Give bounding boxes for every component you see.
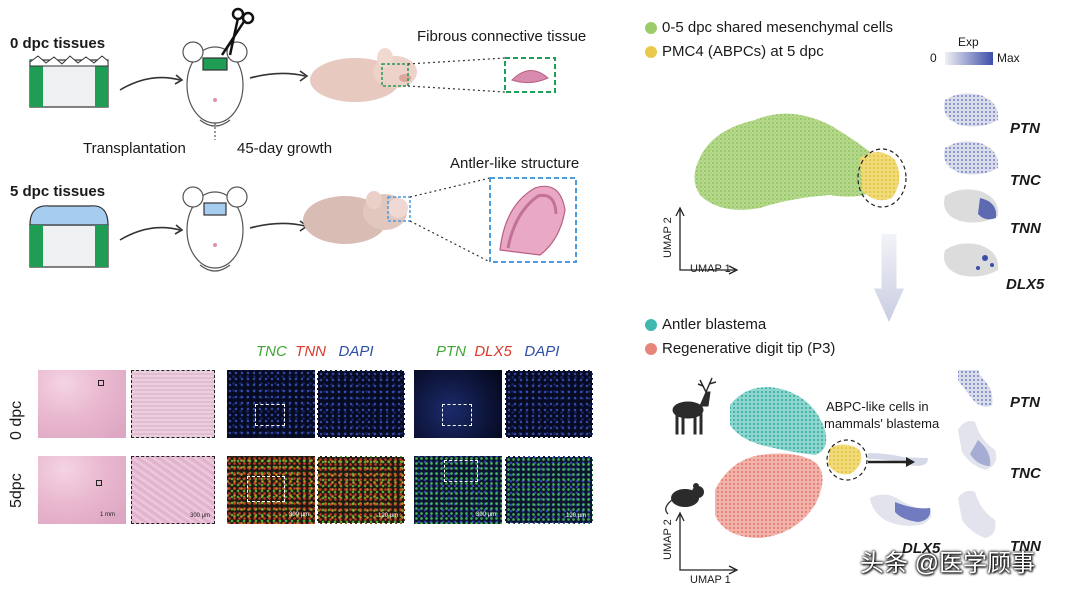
deer-icon [672,377,717,435]
he-zoom-0dpc [131,370,215,438]
umap-top-y-label: UMAP 2 [662,217,674,258]
zoom-lines [407,57,506,263]
tissue-block-5dpc [29,205,109,268]
legend-antler-blastema: Antler blastema [662,316,767,333]
scalebar-if2: 300 μm [476,512,497,518]
umap-green-cluster [694,113,879,210]
stain-dlx5: DLX5 [474,343,512,360]
umap-bottom-y-label: UMAP 2 [662,519,674,560]
stain-ptn: PTN [436,343,466,360]
gene-bottom-tnc: TNC [1010,465,1041,482]
tissue-block-0dpc [29,55,109,108]
annot-line2: mammals' blastema [824,416,940,431]
gene-top-tnc: TNC [1010,172,1041,189]
feature-plots-top [944,93,999,277]
label-transplantation: Transplantation [83,140,186,157]
mouse-icon [665,483,704,515]
legend-regenerative-digit-tip: Regenerative digit tip (P3) [662,340,836,357]
umap-bottom-plot [665,370,997,575]
scalebar-he-zoom: 300 μm [190,513,211,519]
mouse-bottom-illustration [182,186,248,272]
legend-dot-green [645,22,657,34]
if-tnc-tnn-0dpc [227,370,315,438]
if-ptn-dlx5-zoom-5dpc: 120 μm [505,456,593,524]
row-label-5dpc: 5dpc [8,473,25,508]
gene-top-dlx5: DLX5 [1006,276,1045,293]
stain-tnn: TNN [295,343,326,360]
row-label-0dpc: 0 dpc [8,400,25,440]
he-overview-5dpc: 1 mm [38,456,126,524]
if-tnc-tnn-5dpc: 300 μm [227,456,315,524]
scalebar-if1: 300 μm [289,512,310,518]
stain-header-2: PTN DLX5 DAPI [436,343,559,360]
label-antler-like-structure: Antler-like structure [450,155,580,172]
umap-teal-cluster [730,387,827,455]
gene-top-ptn: PTN [1010,120,1040,137]
if-ptn-dlx5-5dpc: 300 μm [414,456,502,524]
stain-dapi-1: DAPI [338,343,374,360]
fibrous-tissue-inset [504,57,556,93]
label-5dpc-tissues: 5 dpc tissues [10,183,106,200]
umap-abpc-circle [826,439,868,481]
legend-shared-mesenchymal: 0-5 dpc shared mesenchymal cells [662,19,893,36]
scalebar-if1-zoom: 120 μm [378,513,399,519]
umap-bottom-x-label: UMAP 1 [690,574,731,586]
stain-tnc: TNC [256,343,287,360]
umap-top-x-label: UMAP 1 [690,263,731,275]
if-ptn-dlx5-zoom-0dpc [505,370,593,438]
he-overview-0dpc [38,370,126,438]
label-0dpc-tissues: 0 dpc tissues [10,35,106,52]
gene-bottom-tnn: TNN [1010,538,1041,555]
umap-salmon-cluster [715,453,823,538]
umap-yellow-blastema [828,444,862,475]
legend-pmc4: PMC4 (ABPCs) at 5 dpc [662,43,824,60]
transplant-schematic [29,7,577,272]
exp-title: Exp [958,35,979,49]
if-tnc-tnn-zoom-0dpc [317,370,405,438]
legend-dot-salmon [645,343,657,355]
legend-dot-teal [645,319,657,331]
gene-top-tnn: TNN [1010,220,1041,237]
mouse-photo-top [310,48,417,102]
watermark: 头条 @医学顾事 [860,550,1036,577]
antler-like-inset [489,177,577,263]
exp-min: 0 [930,51,937,65]
annot-line1: ABPC-like cells in [826,399,929,414]
legend-dot-yellow [645,46,657,58]
if-ptn-dlx5-0dpc [414,370,502,438]
scalebar-1mm: 1 mm [100,512,115,518]
exp-colorbar [945,52,993,65]
stain-dapi-2: DAPI [524,343,560,360]
feature-plots-bottom [870,370,997,538]
gene-bottom-ptn: PTN [1010,394,1040,411]
label-fibrous-connective-tissue: Fibrous connective tissue [417,28,587,45]
mouse-photo-bottom [303,191,411,244]
umap-pmc4-circle [857,148,907,208]
stain-header-1: TNC TNN DAPI [256,343,374,360]
gene-bottom-dlx5: DLX5 [902,540,941,557]
scalebar-if2-zoom: 120 μm [566,513,587,519]
he-zoom-5dpc: 300 μm [131,456,215,524]
umap-bottom-axes [679,515,735,571]
mouse-top-illustration [182,41,248,140]
if-tnc-tnn-zoom-5dpc: 120 μm [317,456,405,524]
label-45-day-growth: 45-day growth [237,140,333,157]
flow-arrows [119,70,309,241]
scissors-icon [220,7,255,56]
umap-top-axes [679,210,735,271]
umap-top-plot [675,93,999,277]
umap-yellow-cluster [860,151,900,201]
exp-max: Max [997,51,1020,65]
